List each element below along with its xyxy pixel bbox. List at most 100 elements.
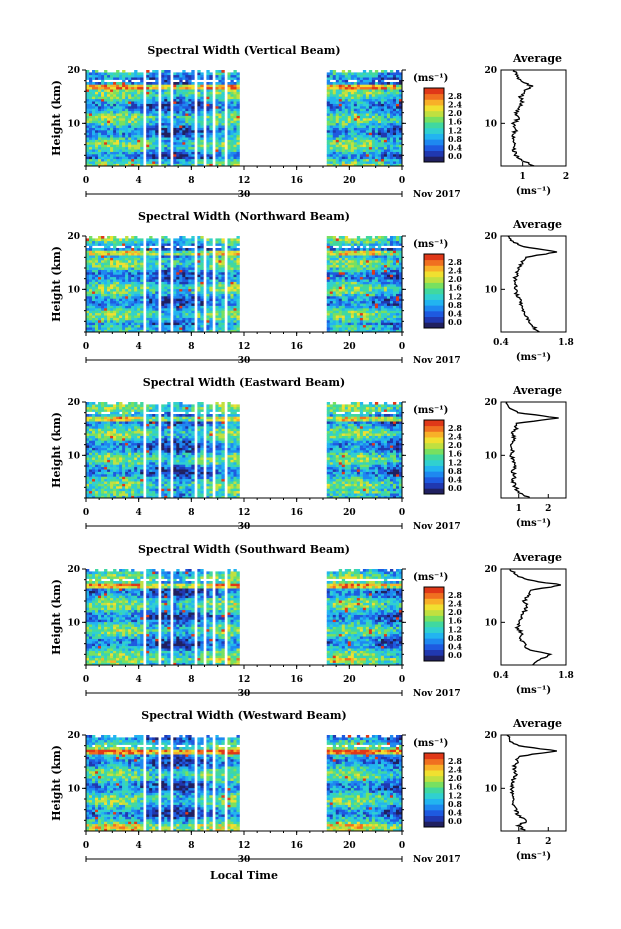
heatmap-cell xyxy=(386,158,391,162)
heatmap-cell xyxy=(206,98,210,102)
heatmap-cell xyxy=(134,86,138,90)
heatmap-cell xyxy=(113,272,117,275)
heatmap-cell xyxy=(218,86,222,90)
heatmap-cell xyxy=(347,86,352,90)
heatmap-cell xyxy=(131,134,135,138)
heatmap-cell xyxy=(119,240,123,244)
heatmap-cell xyxy=(326,130,331,133)
heatmap-cell xyxy=(197,257,201,261)
colorbar-tick-label: 1.6 xyxy=(448,117,462,127)
heatmap-cell xyxy=(227,144,231,148)
heatmap-cell xyxy=(146,260,150,263)
heatmap-cell xyxy=(236,264,240,268)
heatmap-cell xyxy=(137,317,141,321)
heatmap-cell xyxy=(347,91,352,95)
heatmap-cell xyxy=(182,103,186,107)
heatmap-cell xyxy=(182,89,186,92)
heatmap-cell xyxy=(179,96,183,100)
heatmap-cell xyxy=(122,324,126,328)
heatmap-cell xyxy=(179,72,183,76)
heatmap-cell xyxy=(152,272,156,275)
heatmap-cell xyxy=(101,308,105,311)
heatmap-cell xyxy=(329,320,334,323)
heatmap-cell xyxy=(341,120,346,124)
heatmap-cell xyxy=(392,125,397,128)
heatmap-cell xyxy=(230,120,234,124)
heatmap-cell xyxy=(215,240,219,244)
heatmap-cell xyxy=(338,322,343,326)
heatmap-cell xyxy=(116,82,120,85)
heatmap-cell xyxy=(356,115,361,119)
heatmap-cell xyxy=(236,312,240,316)
heatmap-cell xyxy=(374,98,379,102)
heatmap-cell xyxy=(149,77,153,80)
heatmap-cell xyxy=(377,137,382,140)
heatmap-cell xyxy=(134,291,138,294)
heatmap-cell xyxy=(167,279,171,282)
heatmap-cell xyxy=(392,144,397,148)
heatmap-cell xyxy=(236,238,240,242)
heatmap-cell xyxy=(161,279,165,282)
heatmap-cell xyxy=(206,320,210,323)
heatmap-cell xyxy=(140,279,144,282)
heatmap-cell xyxy=(182,267,186,270)
heatmap-cell xyxy=(185,79,189,83)
heatmap-cell xyxy=(368,82,373,85)
heatmap-cell xyxy=(107,120,111,124)
heatmap-cell xyxy=(140,158,144,162)
heatmap-cell xyxy=(152,264,156,268)
heatmap-cell xyxy=(395,134,400,138)
heatmap-cell xyxy=(104,113,108,116)
heatmap-cell xyxy=(116,248,120,251)
heatmap-cell xyxy=(92,305,96,309)
heatmap-cell xyxy=(374,158,379,162)
heatmap-cell xyxy=(362,74,367,78)
heatmap-cell xyxy=(356,255,361,258)
heatmap-cell xyxy=(215,161,219,164)
heatmap-cell xyxy=(236,151,240,155)
heatmap-cell xyxy=(110,298,114,302)
heatmap-cell xyxy=(395,72,400,76)
heatmap-cell xyxy=(350,308,355,311)
heatmap-cell xyxy=(230,134,234,138)
heatmap-cell xyxy=(221,113,225,116)
heatmap-cell xyxy=(206,329,210,333)
heatmap-cell xyxy=(233,118,237,121)
heatmap-cell xyxy=(347,108,352,112)
heatmap-cell xyxy=(233,139,237,143)
heatmap-cell xyxy=(185,74,189,78)
heatmap-cell xyxy=(362,89,367,92)
heatmap-cell xyxy=(167,96,171,100)
heatmap-cell xyxy=(161,94,165,97)
heatmap-cell xyxy=(104,108,108,112)
heatmap-cell xyxy=(221,139,225,143)
heatmap-cell xyxy=(230,264,234,268)
heatmap-cell xyxy=(179,291,183,294)
heatmap-cell xyxy=(215,89,219,92)
heatmap-cell xyxy=(335,286,340,290)
heatmap-cell xyxy=(140,98,144,102)
heatmap-cell xyxy=(167,310,171,314)
heatmap-cell xyxy=(167,262,171,266)
heatmap-cell xyxy=(131,315,135,318)
heatmap-cell xyxy=(98,269,102,273)
heatmap-cell xyxy=(101,276,105,280)
heatmap-cell xyxy=(167,132,171,136)
heatmap-cell xyxy=(215,122,219,126)
heatmap-cell xyxy=(197,260,201,263)
heatmap-cell xyxy=(227,127,231,131)
heatmap-cell xyxy=(191,257,195,261)
heatmap-cell xyxy=(230,130,234,133)
heatmap-cell xyxy=(152,137,156,140)
heatmap-cell xyxy=(113,127,117,131)
heatmap-cell xyxy=(377,108,382,112)
heatmap-cell xyxy=(134,308,138,311)
heatmap-cell xyxy=(347,106,352,109)
heatmap-cell xyxy=(395,125,400,128)
heatmap-cell xyxy=(335,113,340,116)
heatmap-cell xyxy=(161,303,165,306)
heatmap-cell xyxy=(137,286,141,290)
heatmap-cell xyxy=(341,122,346,126)
heatmap-cell xyxy=(179,279,183,282)
heatmap-cell xyxy=(371,103,376,107)
